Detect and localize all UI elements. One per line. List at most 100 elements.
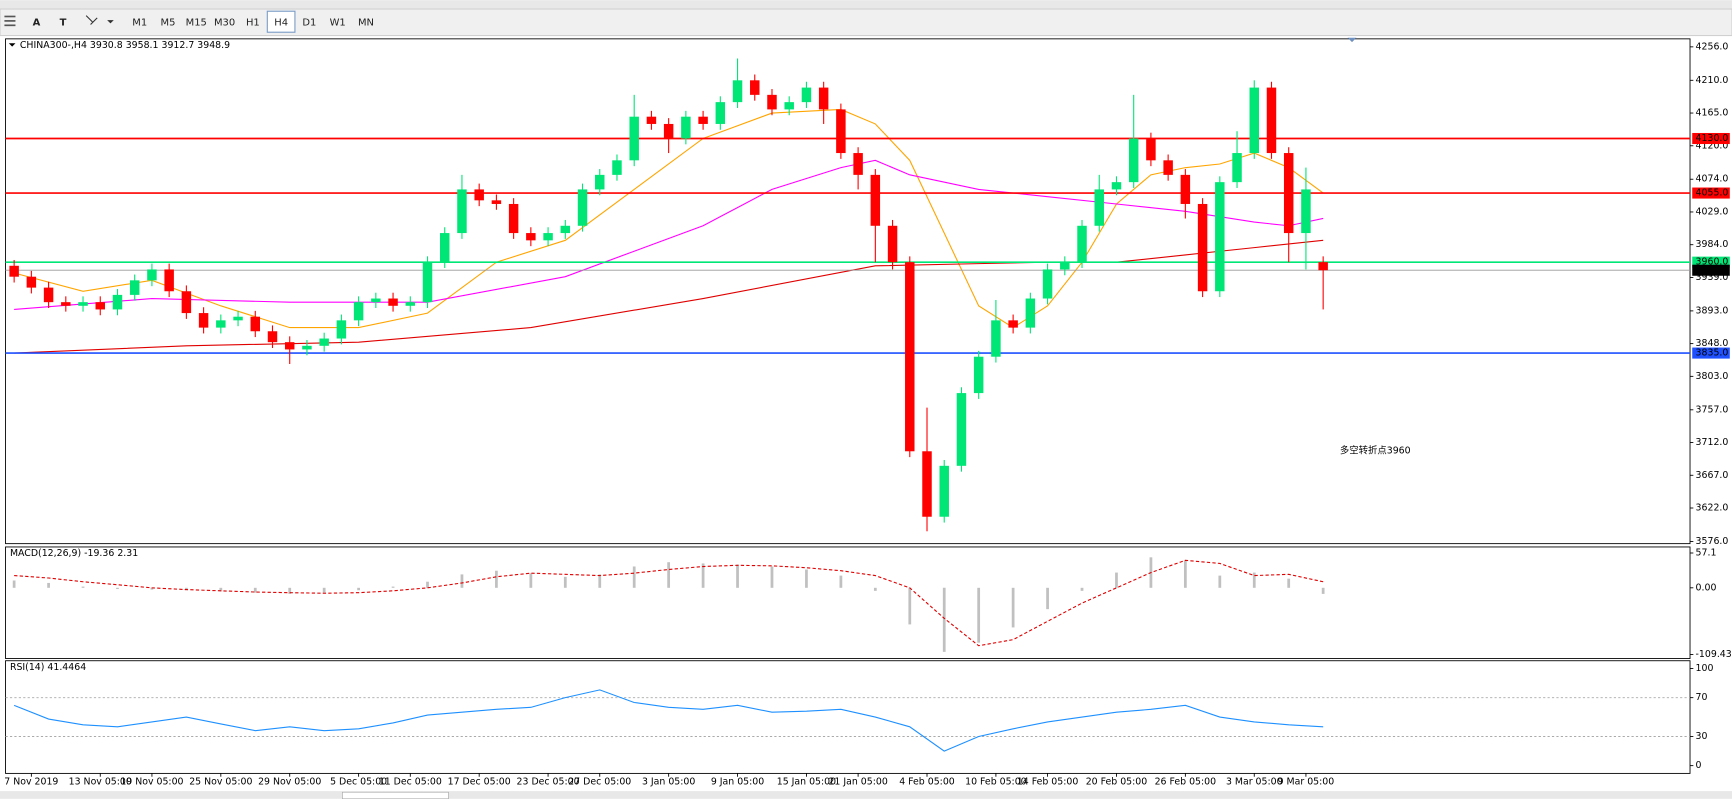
candle-body <box>284 342 295 350</box>
candle-body <box>1077 225 1087 263</box>
candle-body <box>43 287 54 303</box>
x-tick-label: 5 Dec 05:00 <box>330 777 387 788</box>
tool-icon[interactable] <box>85 15 98 25</box>
panel-arrow <box>8 43 16 47</box>
active-timeframe <box>266 10 296 33</box>
y-tick-label: 3803.0 <box>1696 371 1729 382</box>
candle-body <box>853 153 863 175</box>
y-tick-label: 70 <box>1696 692 1708 703</box>
candle-body <box>1146 138 1156 161</box>
y-tick-label: 3984.0 <box>1696 239 1729 250</box>
candle-body <box>1111 182 1122 190</box>
x-tick-label: 15 Jan 05:00 <box>777 777 836 788</box>
candle-body <box>1008 320 1018 328</box>
candle-body <box>1128 138 1139 183</box>
moving-average <box>14 159 1324 311</box>
x-tick-label: 10 Feb 05:00 <box>965 777 1027 788</box>
timeframe-button[interactable]: MN <box>358 17 374 28</box>
x-tick-label: 14 Feb 05:00 <box>1017 777 1079 788</box>
candle-body <box>198 313 209 328</box>
y-tick-label: 0 <box>1696 760 1702 771</box>
indicator-title: RSI(14) 41.4464 <box>10 662 86 673</box>
candle-body <box>560 225 571 234</box>
candle-body <box>1318 262 1328 271</box>
candle-body <box>991 320 1001 357</box>
candle-body <box>1215 182 1225 292</box>
candle-body <box>457 189 467 234</box>
shift-marker[interactable] <box>1347 37 1357 43</box>
x-tick-label: 25 Nov 05:00 <box>189 777 252 788</box>
timeframe-button[interactable]: M15 <box>186 17 207 28</box>
grip <box>4 24 16 27</box>
candle-body <box>181 291 192 314</box>
drawing-tool[interactable]: A <box>33 17 41 28</box>
price-level-tag <box>1692 132 1730 145</box>
x-tick-label: 19 Nov 05:00 <box>120 777 183 788</box>
x-tick-label: 27 Dec 05:00 <box>568 777 631 788</box>
y-tick-label: 4074.0 <box>1696 174 1729 185</box>
candle-body <box>629 116 639 161</box>
candle-body <box>9 265 19 277</box>
timeframe-button[interactable]: D1 <box>302 17 316 28</box>
timeframe-button[interactable]: M1 <box>132 17 147 28</box>
candle-body <box>956 393 967 466</box>
timeframe-button[interactable]: H4 <box>274 17 288 28</box>
timeframe-button[interactable]: W1 <box>330 17 346 28</box>
candle-body <box>1197 203 1208 292</box>
candle-body <box>1163 160 1173 175</box>
candle-body <box>233 316 243 321</box>
macd-signal <box>14 559 1324 647</box>
y-tick-label: 3622.0 <box>1696 503 1729 514</box>
candle-body <box>353 302 364 321</box>
candle-body <box>95 302 105 310</box>
x-tick-label: 17 Dec 05:00 <box>448 777 511 788</box>
drawing-tool[interactable]: T <box>60 17 67 28</box>
price-level-label: 3948.9 <box>1696 265 1729 276</box>
y-tick-label: 3757.0 <box>1696 404 1729 415</box>
toolbar-bg <box>0 8 1732 37</box>
price-level-label: 3835.0 <box>1696 348 1729 359</box>
candle-body <box>336 320 347 339</box>
candle-body <box>26 276 37 288</box>
price-level-tag <box>1692 187 1730 199</box>
candle-body <box>405 302 416 306</box>
dropdown-icon[interactable] <box>107 20 114 24</box>
candle-body <box>939 465 949 517</box>
moving-average <box>13 108 1324 329</box>
price-level-label: 4130.0 <box>1696 133 1729 144</box>
timeframe-button[interactable]: M5 <box>161 17 176 28</box>
timeframe-button[interactable]: M30 <box>214 17 235 28</box>
chart-tab[interactable] <box>342 791 449 799</box>
indicator-title: CHINA300-,H4 3930.8 3958.1 3912.7 3948.9 <box>20 40 230 51</box>
y-tick-label: -109.43 <box>1696 649 1732 660</box>
candle-body <box>612 160 622 175</box>
x-tick-label: 29 Nov 05:00 <box>258 777 321 788</box>
y-tick-label: 30 <box>1696 731 1708 742</box>
candle-body <box>543 233 553 241</box>
candle-body <box>388 298 398 306</box>
annotation: 多空转折点3960 <box>1340 444 1411 456</box>
candle-body <box>577 189 588 226</box>
y-tick-label: 4256.0 <box>1696 41 1729 52</box>
candle-body <box>646 116 657 124</box>
timeframe-button[interactable]: H1 <box>246 17 260 28</box>
y-tick-label: 4165.0 <box>1696 108 1729 119</box>
candle-body <box>508 203 519 234</box>
moving-average <box>14 239 1324 354</box>
indicator-title: MACD(12,26,9) -19.36 2.31 <box>10 548 138 559</box>
x-tick-label: 3 Jan 05:00 <box>642 777 695 788</box>
candle-body <box>681 116 691 139</box>
candle-body <box>216 320 226 328</box>
candle-body <box>973 356 984 394</box>
y-tick-label: 3576.0 <box>1696 536 1729 547</box>
candle-body <box>1180 174 1191 204</box>
candle-body <box>715 102 726 124</box>
candle-body <box>147 269 157 281</box>
x-tick-label: 26 Feb 05:00 <box>1155 777 1217 788</box>
candle-body <box>905 262 915 452</box>
x-tick-label: 7 Nov 2019 <box>4 777 58 788</box>
rsi-panel <box>5 660 1691 774</box>
x-tick-label: 23 Dec 05:00 <box>517 777 580 788</box>
